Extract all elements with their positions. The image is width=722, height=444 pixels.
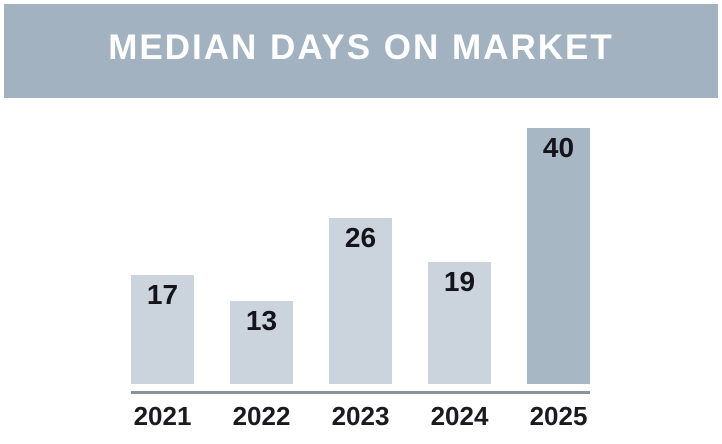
bar-2023: 26 <box>329 218 392 384</box>
x-axis-line <box>131 391 590 394</box>
bar-column-2021: 17 <box>131 275 194 384</box>
x-tick-label-2024: 2024 <box>430 401 489 431</box>
bar-value-label-2025: 40 <box>542 132 575 163</box>
x-tick-label-2022: 2022 <box>232 401 291 431</box>
bar-group: 17 13 26 19 40 <box>131 128 590 384</box>
bar-column-2024: 19 <box>428 262 491 384</box>
bar-2025: 40 <box>527 128 590 384</box>
x-tick-label-2023: 2023 <box>331 401 390 431</box>
bar-2024: 19 <box>428 262 491 384</box>
x-tick-label-2021: 2021 <box>133 401 192 431</box>
bar-value-label-2022: 13 <box>245 305 278 336</box>
bar-column-2022: 13 <box>230 301 293 384</box>
bar-column-2023: 26 <box>329 218 392 384</box>
x-tick-label-2025: 2025 <box>529 401 588 431</box>
bar-chart: 17 13 26 19 40 2021 2022 2023 2024 2025 <box>131 128 590 429</box>
chart-title: MEDIAN DAYS ON MARKET <box>108 28 614 67</box>
bar-value-label-2024: 19 <box>443 266 476 297</box>
x-axis-tick-labels: 2021 2022 2023 2024 2025 <box>131 403 590 429</box>
bar-column-2025: 40 <box>527 128 590 384</box>
bar-value-label-2023: 26 <box>344 222 377 253</box>
bar-value-label-2021: 17 <box>146 279 179 310</box>
bar-2021: 17 <box>131 275 194 384</box>
bar-2022: 13 <box>230 301 293 384</box>
chart-title-banner: MEDIAN DAYS ON MARKET <box>4 4 718 98</box>
